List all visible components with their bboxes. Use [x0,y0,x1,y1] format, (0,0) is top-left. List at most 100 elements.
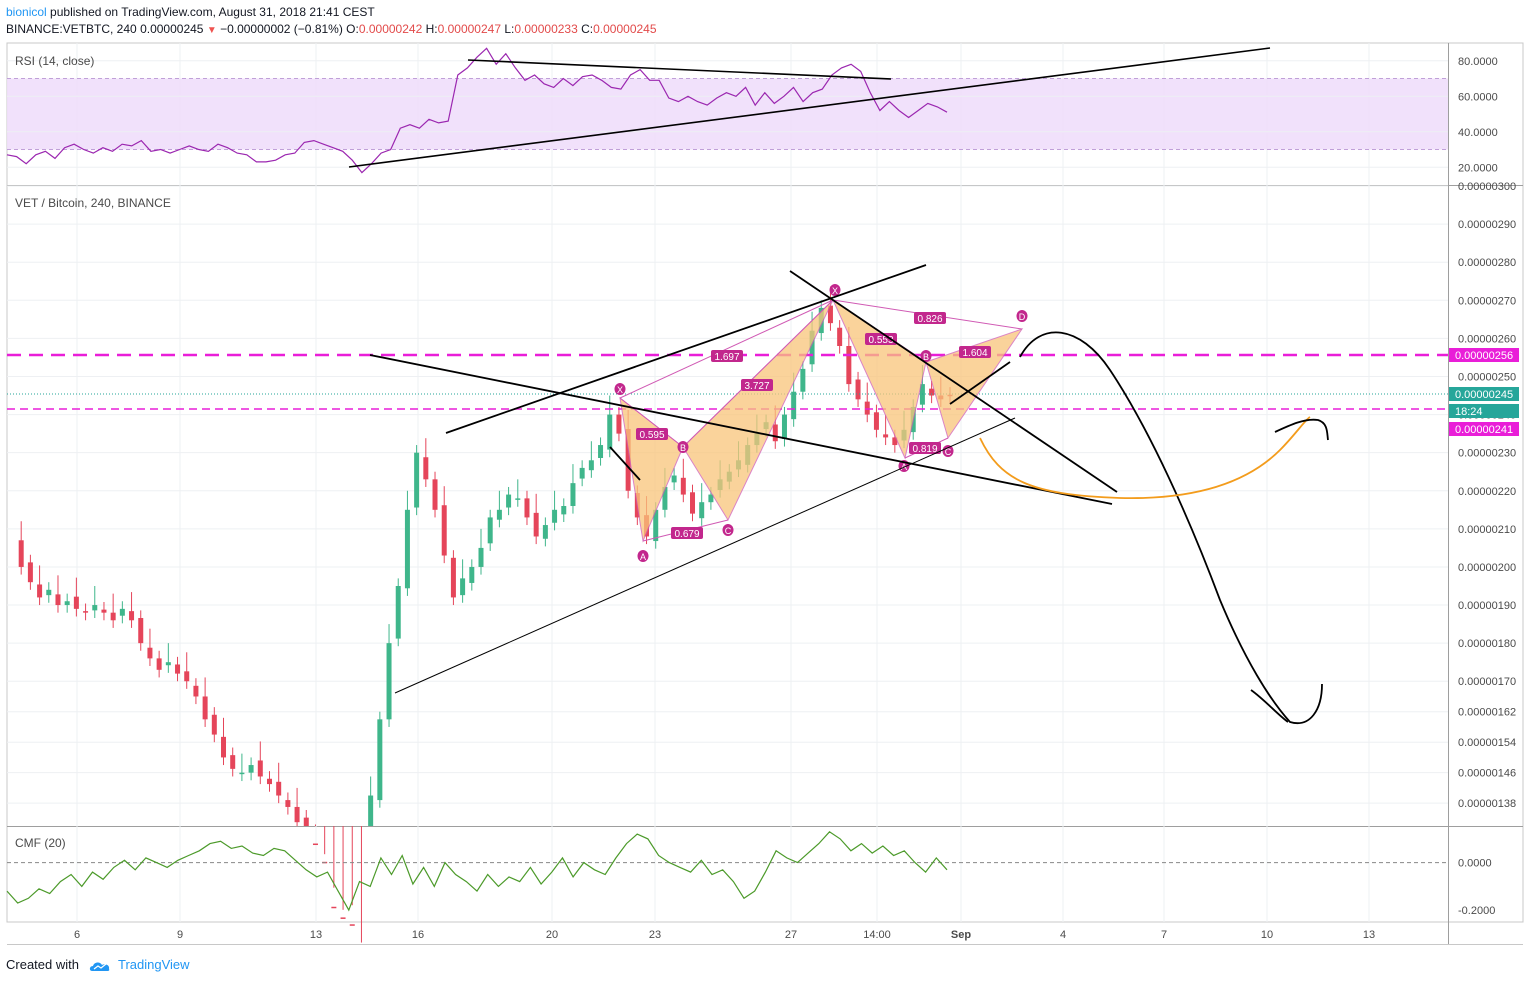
candle-body [542,525,548,539]
candle-body [404,509,410,589]
candle-body [827,305,833,324]
pattern-trendline [949,361,1011,405]
rsi-title: RSI (14, close) [15,54,94,68]
price-tick-label: 0.00000270 [1458,295,1516,307]
candle-body [92,605,98,611]
pattern-label-bg [1016,310,1028,322]
candle-body [487,517,493,544]
time-axis-label: 14:00 [863,929,891,941]
pattern-label-bg [959,346,991,358]
pattern-label-bg [677,441,689,453]
candle-body [349,924,355,926]
pattern-label-bg [865,333,897,345]
price-tick-label: 0.00000162 [1458,707,1516,719]
pattern-label: 1.604 [962,348,987,359]
candle-body [266,778,272,785]
channel-upper-trendline [445,264,927,434]
projection-path [1250,689,1289,723]
time-axis-label: Sep [951,929,971,941]
candle-body [625,429,631,491]
publish-line: bionicol published on TradingView.com, A… [6,5,375,19]
time-axis-label: 13 [310,929,322,941]
pattern-label: B [680,443,686,453]
candle-body [147,647,153,659]
candle-body [73,596,79,609]
candle-body [699,502,705,519]
down-arrow-icon: ▼ [206,25,217,36]
candle-body [708,494,714,503]
price-tick-label: 0.00000300 [1458,181,1516,193]
cmf-tick-label: -0.2000 [1458,905,1495,917]
pattern-label-bg [909,442,941,454]
candle-body [83,611,89,613]
pattern-label-bg [914,312,946,324]
candle-body [368,795,374,826]
pattern-label: 0.595 [639,430,664,441]
pattern-label: X [617,385,623,395]
time-axis-label: 6 [74,929,80,941]
candle-body [239,772,245,775]
high-value: 0.00000247 [437,22,501,36]
price-axis-label: 18:24 [1455,406,1483,418]
candle-body [855,379,861,400]
price-tick-label: 0.00000220 [1458,486,1516,498]
price-tick-label: 0.00000154 [1458,737,1516,749]
pattern-label-bg [829,284,841,296]
pattern-label-bg [636,428,668,440]
candle-body [312,843,318,846]
last-price: 0.00000245 [140,22,204,36]
price-change: −0.00000002 (−0.81%) [220,22,343,36]
candle-body [340,917,346,919]
candle-body [791,391,797,420]
candle-body [285,800,291,807]
pattern-label-bg [711,350,743,362]
candle-body [276,781,282,796]
candle-body [460,578,466,596]
candle-body [27,562,33,583]
open-value: 0.00000242 [358,22,423,36]
candle-body [552,509,558,523]
projection-path [1274,418,1329,441]
created-with-text: Created with [6,957,79,972]
open-label: O: [346,22,359,36]
pattern-label: 0.826 [917,314,942,325]
price-tick-label: 0.00000200 [1458,562,1516,574]
candle-body [441,505,447,556]
price-tick-label: 0.00000280 [1458,257,1516,269]
candle-body [515,498,521,500]
author-link[interactable]: bionicol [6,5,47,19]
time-axis-label: 16 [412,929,424,941]
pattern-label-bg [671,527,703,539]
time-axis-label: 13 [1363,929,1375,941]
candle-body [496,509,502,520]
price-axis-label-bg [1449,422,1519,436]
pattern-label: A [640,552,646,562]
tradingview-link[interactable]: TradingView [118,957,190,972]
time-axis-label: 9 [177,929,183,941]
time-axis-label: 27 [785,929,797,941]
projection-path [1019,331,1323,725]
harmonic-leg [619,299,834,399]
price-axis-label: 0.00000256 [1455,350,1513,362]
symbol-line: BINANCE:VETBTC, 240 0.00000245 ▼ −0.0000… [6,22,657,36]
pattern-label-bg [920,350,932,362]
pattern-trendline [609,446,641,481]
pattern-label: C [945,447,952,457]
pattern-label: 0.679 [674,529,699,540]
rsi-trendline [467,59,892,80]
candle-body [450,557,456,598]
candle-body [533,512,539,537]
candle-body [184,671,190,682]
candle-body [616,414,622,434]
candle-body [202,696,208,720]
candle-body [129,611,135,621]
pattern-label-bg [942,445,954,457]
candle-body [211,714,217,735]
tradingview-cloud-icon [89,962,109,971]
pattern-label: C [725,526,732,536]
candle-body [138,618,144,644]
price-tick-label: 0.00000290 [1458,219,1516,231]
candle-body [395,586,401,639]
published-text: published on TradingView.com, August 31,… [50,5,375,19]
